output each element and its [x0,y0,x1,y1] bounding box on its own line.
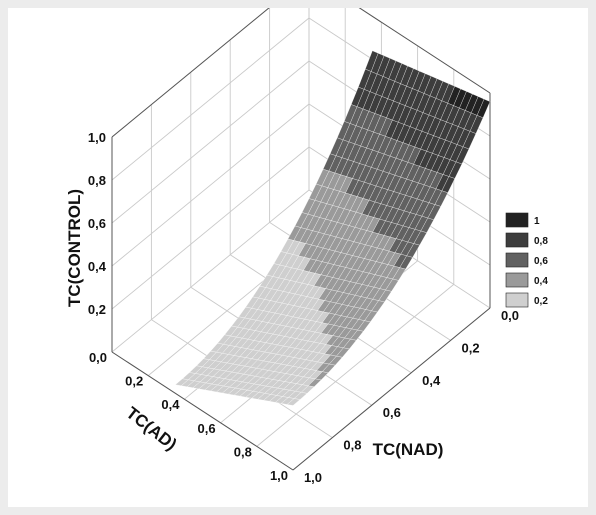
z-tick-label: 0,8 [88,173,106,188]
y-tick-label: 0,2 [125,374,143,389]
legend-label-0-2: 0,2 [534,296,548,307]
surface-patch [286,398,301,406]
ticks-layer: 0,2 0,4 0,6 0,8 1,0 0,0 0,2 0,4 0,6 0,8 1,0 0,0 0,2 0… [88,130,519,485]
legend-label-0-4: 0,4 [534,276,548,287]
legend-swatch-1 [505,212,529,228]
z-axis-title: TC(CONTROL) [65,189,84,307]
x-tick-label: 0,8 [343,438,361,453]
frame-edge [358,8,491,94]
legend-label-0-6: 0,6 [534,256,548,267]
grid-line [111,146,310,310]
x-tick-label: 1,0 [304,470,322,485]
y-tick-label: 0,4 [161,397,180,412]
x-axis-title: TC(NAD) [373,440,444,459]
y-tick-label: 0,0 [89,350,107,365]
frame-edge [111,8,270,138]
legend: 1 0,8 0,6 0,4 0,2 [505,212,548,308]
x-tick-label: 0,0 [501,308,519,323]
legend-swatch-0-2 [505,292,529,308]
legend-label-0-8: 0,8 [534,236,548,247]
z-tick-label: 0,6 [88,216,106,231]
legend-swatch-0-6 [505,252,529,268]
legend-swatch-0-8 [505,232,529,248]
z-tick-label: 1,0 [88,130,106,145]
grid-line [256,284,455,447]
plot-frame: 0,2 0,4 0,6 0,8 1,0 0,0 0,2 0,4 0,6 0,8 1,0 0,0 0,2 0… [8,8,588,507]
grid-line [111,17,310,181]
surface-chart: 0,2 0,4 0,6 0,8 1,0 0,0 0,2 0,4 0,6 0,8 1,0 0,0 0,2 0… [65,8,548,485]
z-tick-label: 0,4 [88,259,107,274]
frame-edge [292,307,491,471]
grid-line [111,189,310,353]
grid-line [111,8,270,138]
grid-line [111,103,310,267]
y-tick-label: 0,8 [234,444,252,459]
y-tick-label: 1,0 [270,468,288,483]
surface-layer [174,50,491,406]
z-tick-label: 0,2 [88,302,106,317]
frame-edge [111,351,294,471]
grid-line [111,60,310,224]
legend-label-1: 1 [534,216,540,227]
y-tick-label: 0,6 [198,421,216,436]
x-tick-label: 0,6 [383,405,401,420]
x-tick-label: 0,2 [462,340,480,355]
x-tick-label: 0,4 [422,373,441,388]
legend-swatch-0-4 [505,272,529,288]
